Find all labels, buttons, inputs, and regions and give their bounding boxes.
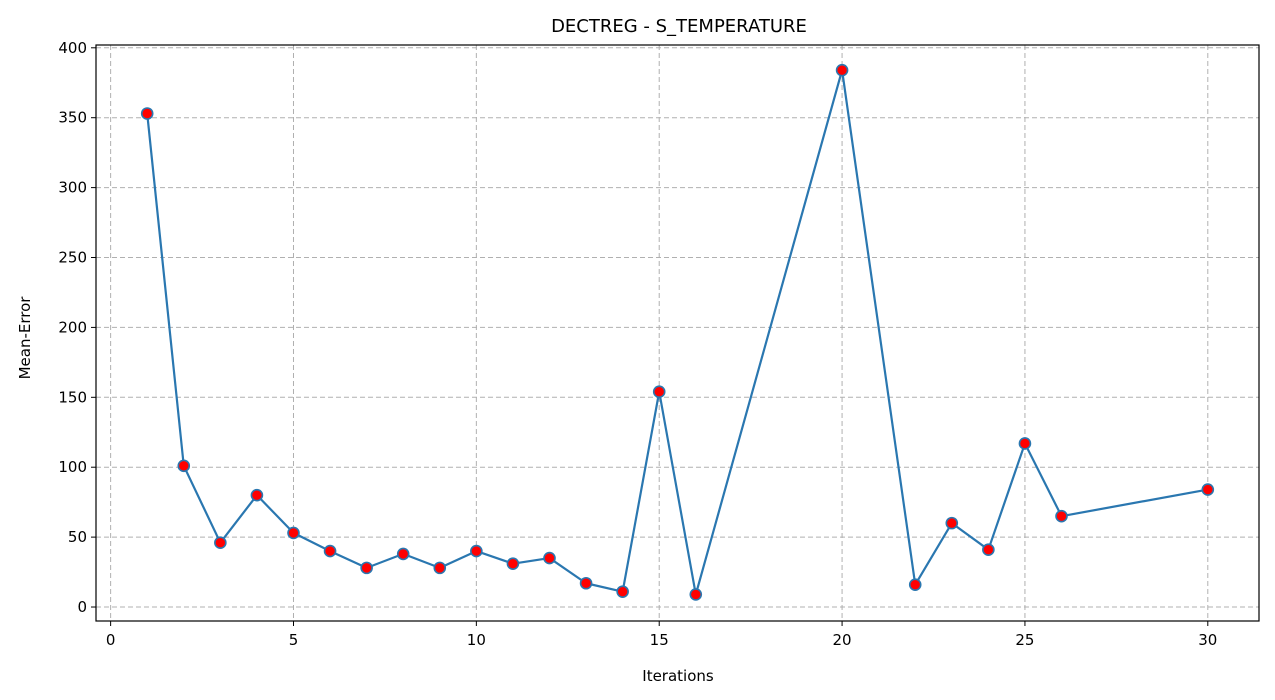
data-point	[433, 561, 447, 575]
data-point	[982, 543, 995, 556]
data-point	[396, 547, 410, 561]
y-tick-label: 200	[58, 318, 87, 336]
y-tick-label: 250	[58, 249, 87, 267]
y-tick-label: 0	[77, 598, 87, 616]
x-tick-label: 30	[1198, 631, 1217, 649]
data-point	[360, 561, 373, 575]
x-tick-label: 10	[467, 631, 486, 649]
data-point	[1055, 509, 1068, 523]
data-point	[506, 557, 520, 570]
data-point	[652, 385, 666, 399]
data-point	[470, 544, 483, 558]
data-point	[543, 551, 556, 565]
data-point	[214, 536, 227, 550]
x-axis-label: Iterations	[642, 667, 714, 685]
series-layer	[140, 63, 1215, 601]
plot-frame	[95, 44, 1260, 622]
data-point	[689, 588, 703, 601]
data-point	[908, 578, 922, 591]
data-point	[177, 459, 191, 473]
y-tick-label: 300	[58, 179, 87, 197]
y-tick-label: 400	[58, 39, 87, 57]
y-tick-label: 150	[58, 388, 87, 406]
data-point	[616, 585, 629, 598]
x-tick-label: 15	[650, 631, 669, 649]
y-tick-label: 100	[58, 458, 87, 476]
data-point	[1018, 437, 1032, 450]
y-tick-label: 50	[68, 528, 87, 546]
data-point	[250, 488, 264, 502]
x-tick-label: 20	[833, 631, 852, 649]
x-tick-label: 5	[289, 631, 299, 649]
data-point	[140, 107, 154, 120]
y-tick-label: 350	[58, 109, 87, 127]
grid	[96, 45, 1259, 621]
x-tick-label: 25	[1015, 631, 1034, 649]
data-point	[323, 544, 337, 558]
x-tick-label: 0	[106, 631, 116, 649]
data-point	[945, 516, 959, 530]
data-point	[287, 526, 300, 540]
data-point	[1201, 483, 1215, 496]
data-point	[835, 63, 849, 77]
y-axis-label: Mean-Error	[16, 296, 34, 380]
data-point	[579, 576, 593, 590]
chart-title: DECTREG - S_TEMPERATURE	[551, 16, 807, 37]
